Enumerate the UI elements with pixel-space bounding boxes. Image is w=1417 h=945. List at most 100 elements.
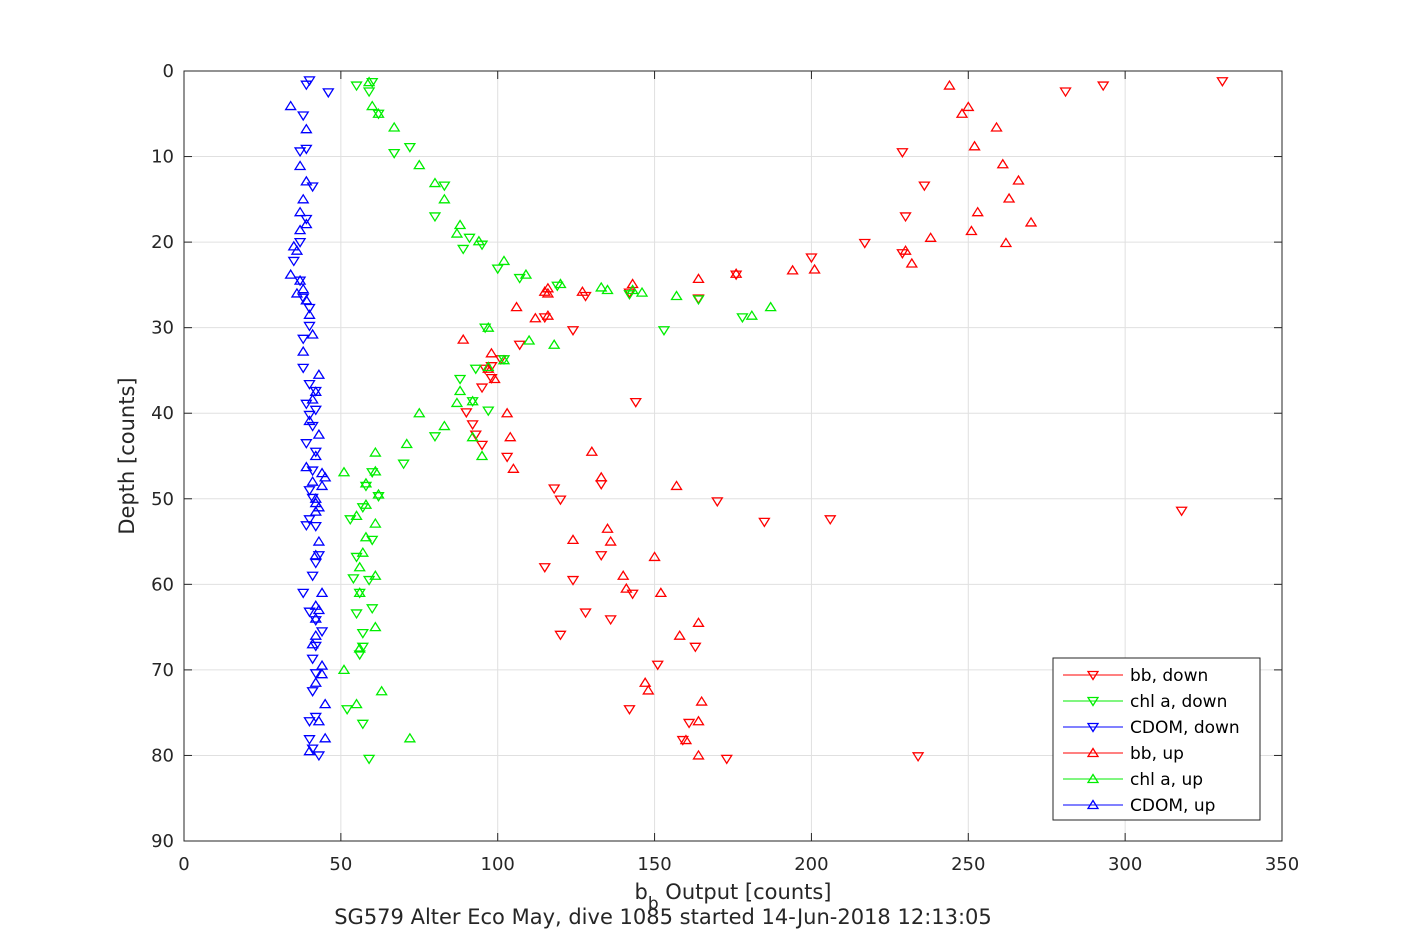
data-point [309,612,322,623]
data-point [350,510,363,521]
data-point [529,312,542,323]
data-point [397,459,410,470]
data-point [353,561,366,572]
data-point [312,535,326,546]
data-point [293,206,307,217]
data-point [538,313,551,324]
data-point [472,235,486,246]
data-point [955,108,969,118]
data-point [309,599,322,610]
data-point [388,148,401,159]
data-point [642,684,655,695]
data-point [428,212,442,223]
data-point [1175,506,1188,517]
data-point [635,286,649,297]
series-3 [457,79,1038,760]
data-point [312,751,326,762]
data-point [303,717,316,727]
data-point [366,77,379,88]
data-point [541,287,555,298]
axis-ticks: 0 50 100 150 200 250 300 350 0 10 20 30 40 50 60 70 80 90 [151,61,1299,875]
y-tick-label: 20 [151,232,174,253]
data-point [309,493,322,503]
data-point [400,438,413,449]
data-point [303,735,316,745]
data-point [689,642,702,653]
data-point [673,629,686,640]
data-point [692,273,705,284]
legend-label: chl a, up [1130,770,1203,790]
data-point [353,650,366,661]
data-point [692,295,705,306]
data-point [366,604,379,615]
data-point [438,181,451,192]
data-point [604,535,617,546]
data-point [312,428,326,439]
data-point [359,499,373,509]
data-point [623,705,636,715]
data-point [362,754,376,765]
data-point [548,339,561,349]
data-point [548,484,561,495]
data-point [309,641,322,652]
data-point [293,147,307,158]
data-point [359,531,373,542]
data-point [911,752,925,763]
legend-label: chl a, down [1130,692,1227,712]
data-point [504,431,517,442]
data-point [337,664,351,675]
data-point [595,281,608,292]
data-point [297,588,310,599]
data-point [372,108,385,118]
data-point [745,309,758,320]
y-tick-label: 50 [151,489,174,510]
data-point [350,609,363,620]
data-point [858,238,871,249]
data-point [617,570,630,580]
data-point [293,160,307,171]
data-point [541,309,555,320]
data-point [309,405,322,416]
data-point [312,715,326,726]
data-point [626,589,639,600]
data-point [488,373,501,384]
data-point [466,431,479,442]
data-point [297,283,310,294]
data-point [300,214,313,225]
legend-marker [1086,799,1100,810]
data-point [679,734,693,745]
data-point [413,159,426,170]
data-point [306,687,319,698]
data-point [482,406,495,417]
y-tick-label: 30 [151,318,174,339]
data-point [369,621,382,632]
data-point [695,695,708,706]
data-point [369,517,382,528]
data-point [595,551,608,561]
data-point [648,551,661,562]
data-point [466,395,479,406]
data-point [962,101,975,112]
data-point [554,278,567,289]
data-point [306,638,319,649]
data-point [300,80,313,91]
data-point [990,121,1003,132]
data-point [736,313,749,324]
data-point [497,255,511,266]
x-tick-label: 200 [794,854,828,875]
legend-label: CDOM, down [1130,718,1240,738]
data-point [315,480,329,491]
data-point [356,546,369,557]
data-point [485,373,498,384]
data-point [300,294,313,305]
data-point [692,715,705,726]
x-axis-label: bb Output [counts] [634,880,831,914]
data-point [538,563,551,573]
data-point [551,281,564,292]
data-point [362,76,376,87]
data-point [309,386,322,396]
data-point [315,668,329,679]
data-point [369,465,382,476]
legend-label: bb, down [1130,666,1208,686]
data-point [318,698,332,709]
